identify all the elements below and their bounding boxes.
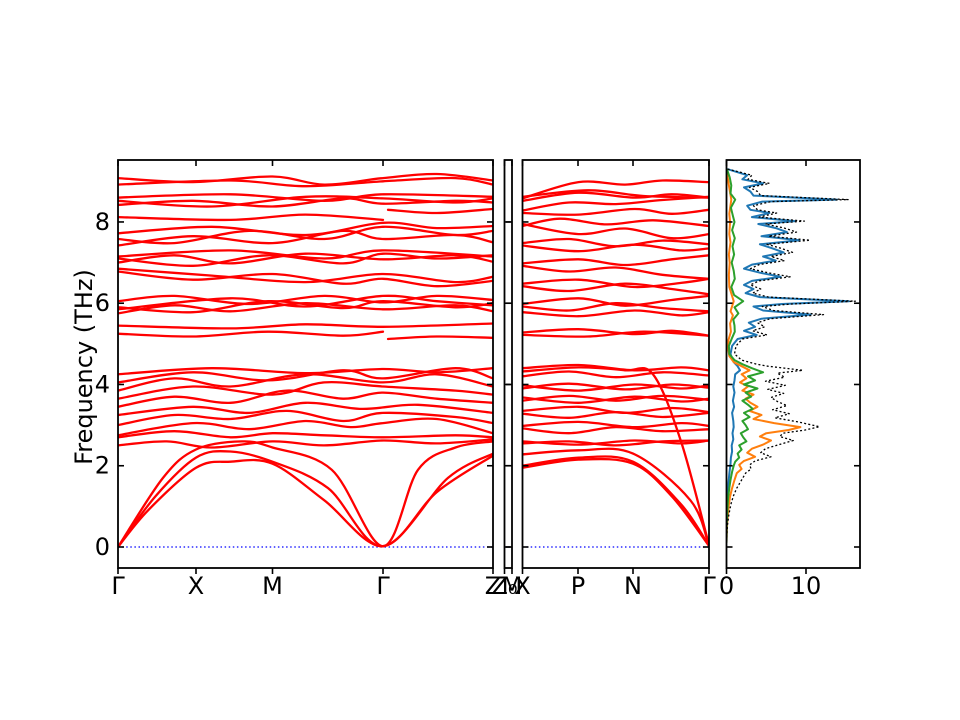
x-tick-label: Z: [485, 572, 501, 600]
y-tick-label: 4: [95, 370, 110, 398]
phonon-band: [522, 179, 709, 200]
x-tick-label: Γ: [376, 572, 390, 600]
phonon-band: [118, 330, 385, 338]
phonon-band: [522, 222, 709, 240]
phonon-band: [522, 254, 709, 267]
y-tick-label: 6: [95, 289, 110, 317]
phonon-band: [522, 302, 709, 313]
phonon-band: [118, 213, 385, 222]
phonon-band: [118, 221, 493, 237]
x-tick-label: M: [502, 572, 523, 600]
phonon-band: [118, 225, 493, 245]
phonon-band: [522, 457, 709, 547]
phonon-band: [522, 195, 709, 212]
phonon-band: [386, 335, 493, 341]
phonon-band: [522, 330, 709, 338]
phonon-band: [118, 270, 493, 288]
phonon-band: [118, 252, 493, 267]
phonon-band: [118, 249, 493, 260]
panel-frame: [503, 159, 513, 569]
phonon-band: [118, 417, 493, 437]
phonon-band: [522, 207, 709, 216]
phonon-band: [522, 382, 709, 391]
phonon-band: [118, 195, 493, 208]
phonon-band: [522, 383, 709, 392]
phonon-band: [522, 395, 709, 404]
phonon-band: [522, 277, 709, 289]
panel-frame: [117, 159, 494, 569]
x-tick-label: X: [188, 572, 204, 600]
pdos-orange: [726, 168, 802, 543]
phonon-band: [522, 294, 709, 307]
phonon-band: [118, 409, 493, 427]
x-tick-label: 0: [719, 572, 734, 600]
x-tick-label: Γ: [702, 572, 716, 600]
phonon-band: [118, 440, 493, 549]
x-tick-label: Z₀: [491, 572, 517, 600]
phonon-band: [118, 252, 493, 265]
y-tick-label: 0: [95, 533, 110, 561]
phonon-band: [522, 328, 709, 337]
phonon-band: [118, 389, 493, 408]
phonon-band: [522, 439, 709, 446]
phonon-band: [522, 282, 709, 296]
phonon-band: [522, 370, 709, 379]
x-tick-label: N: [624, 572, 642, 600]
phonon-band: [522, 217, 709, 228]
phonon-band: [522, 363, 709, 372]
phonon-band: [118, 438, 493, 449]
band-panel-GXMGZ: Γ X M Γ Z 0 2 4 6 8: [95, 159, 501, 600]
phonon-band: [118, 193, 493, 202]
phonon-band: [386, 207, 493, 215]
pdos-green: [726, 168, 765, 543]
phonon-band: [522, 420, 709, 429]
phonon-band: [118, 373, 493, 392]
panel-frame: [725, 159, 861, 569]
phonon-band: [118, 367, 493, 376]
x-tick-label: X: [514, 572, 530, 600]
phonon-band: [522, 309, 709, 318]
y-tick-label: 2: [95, 452, 110, 480]
phonon-band: [118, 294, 493, 311]
panel-frame: [521, 159, 710, 569]
pdos-blue: [726, 168, 850, 543]
phonon-band: [118, 294, 493, 306]
phonon-band: [118, 449, 493, 549]
band-panel-Z0M: Z₀M: [491, 159, 523, 600]
x-tick-label: P: [571, 572, 585, 600]
phonon-band: [118, 172, 493, 186]
phonon-band: [118, 300, 493, 314]
phonon-band: [522, 394, 709, 402]
dos-panel: 0 10: [719, 159, 861, 600]
x-tick-label: M: [262, 572, 283, 600]
x-tick-label: 10: [791, 572, 822, 600]
phonon-band: [522, 237, 709, 248]
phonon-band: [118, 430, 493, 439]
phonon-band: [522, 191, 709, 202]
phonon-band: [522, 447, 709, 547]
y-tick-label: 8: [95, 208, 110, 236]
phonon-band: [118, 380, 493, 400]
phonon-band: [522, 439, 709, 447]
phonon-band: [118, 401, 493, 417]
phonon-band: [118, 267, 493, 284]
phonon-band: [522, 455, 709, 547]
phonon-band: [522, 264, 709, 280]
x-tick-label: Γ: [111, 572, 125, 600]
phonon-band: [522, 189, 709, 199]
phonon-band: [522, 425, 709, 435]
total-dos: [726, 168, 856, 543]
phonon-band: [522, 405, 709, 415]
phonon-band: [118, 322, 493, 330]
phonon-band: [118, 454, 493, 549]
